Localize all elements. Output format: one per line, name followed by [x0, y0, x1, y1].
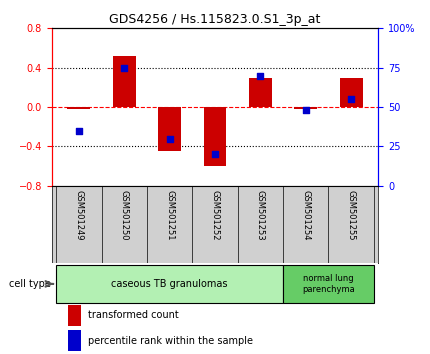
Text: GSM501253: GSM501253 [256, 190, 265, 240]
Bar [68, 107, 90, 109]
Point [257, 73, 264, 79]
Bar [113, 56, 135, 107]
Point [121, 65, 128, 70]
Bar [249, 78, 272, 107]
Text: GSM501254: GSM501254 [301, 190, 310, 240]
Text: GSM501255: GSM501255 [347, 190, 356, 240]
Text: transformed count: transformed count [88, 310, 178, 320]
Bar [68, 330, 81, 351]
Point [166, 136, 173, 142]
Bar [283, 265, 374, 303]
Point [348, 96, 355, 102]
Bar [204, 107, 226, 166]
Text: percentile rank within the sample: percentile rank within the sample [88, 336, 252, 346]
Text: GSM501249: GSM501249 [74, 190, 83, 240]
Text: GSM501252: GSM501252 [211, 190, 219, 240]
Point [212, 152, 218, 157]
Bar [56, 265, 283, 303]
Bar [68, 305, 81, 326]
Bar [295, 107, 317, 109]
Point [75, 128, 82, 133]
Text: cell type: cell type [9, 279, 51, 289]
Text: GSM501250: GSM501250 [120, 190, 129, 240]
Bar [158, 107, 181, 152]
Text: caseous TB granulomas: caseous TB granulomas [111, 279, 228, 289]
Text: GSM501251: GSM501251 [165, 190, 174, 240]
Title: GDS4256 / Hs.115823.0.S1_3p_at: GDS4256 / Hs.115823.0.S1_3p_at [109, 13, 321, 26]
Point [302, 107, 309, 113]
Bar [340, 78, 362, 107]
Text: normal lung
parenchyma: normal lung parenchyma [302, 274, 355, 293]
